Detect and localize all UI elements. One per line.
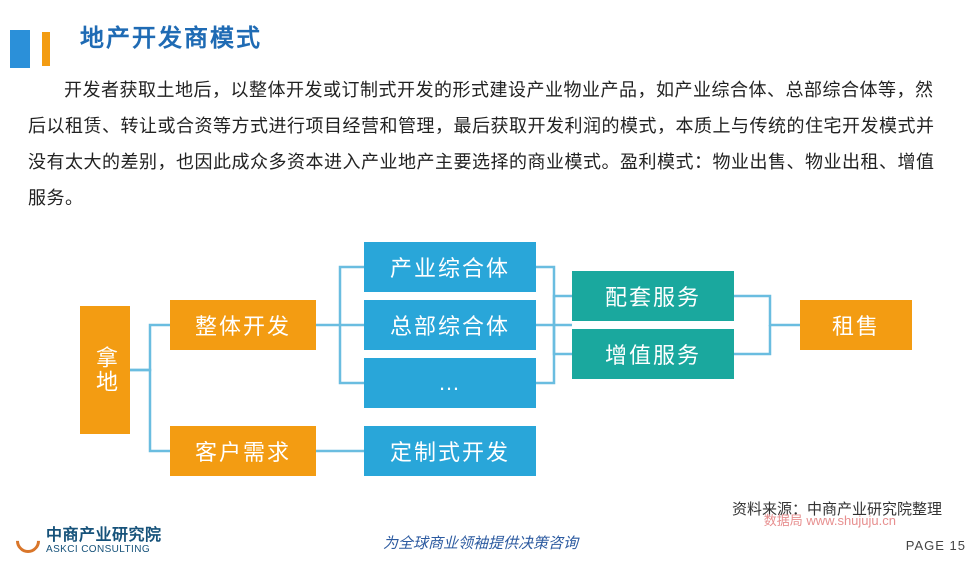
page-number: 15 xyxy=(950,538,966,553)
node-hq_complex: 总部综合体 xyxy=(364,300,536,350)
connector-1 xyxy=(130,370,170,451)
connector-0 xyxy=(130,325,170,370)
footer-pagenum: PAGE 15 xyxy=(906,538,966,553)
footer-tagline: 为全球商业领袖提供决策咨询 xyxy=(383,532,578,553)
node-support: 配套服务 xyxy=(572,271,734,321)
node-valueadd: 增值服务 xyxy=(572,329,734,379)
footer-brand: 中商产业研究院 ASKCI CONSULTING xyxy=(16,528,162,555)
connector-8 xyxy=(536,325,554,383)
connector-9 xyxy=(554,296,572,325)
orange-bar xyxy=(42,32,50,66)
node-ind_complex: 产业综合体 xyxy=(364,242,536,292)
blue-block xyxy=(10,30,30,68)
footer: 中商产业研究院 ASKCI CONSULTING 为全球商业领袖提供决策咨询 数… xyxy=(0,517,976,557)
footer-watermark: 数据局 www.shujuju.cn xyxy=(764,510,896,529)
page-title: 地产开发商模式 xyxy=(80,18,262,53)
page-label: PAGE xyxy=(906,538,945,553)
brand-name-en: ASKCI CONSULTING xyxy=(46,545,162,556)
connector-12 xyxy=(734,325,770,354)
connector-11 xyxy=(734,296,800,325)
node-cust_demand: 客户需求 xyxy=(170,426,316,476)
node-custom_dev: 定制式开发 xyxy=(364,426,536,476)
node-land: 拿地 xyxy=(80,306,130,434)
connector-3 xyxy=(340,267,364,325)
brand-text: 中商产业研究院 ASKCI CONSULTING xyxy=(46,528,162,555)
brand-logo-icon xyxy=(11,524,45,558)
node-ellipsis: … xyxy=(364,358,536,408)
body-paragraph: 开发者获取土地后，以整体开发或订制式开发的形式建设产业物业产品，如产业综合体、总… xyxy=(28,72,948,216)
connector-10 xyxy=(554,325,572,354)
flow-diagram: 拿地整体开发客户需求 产业综合体总部综合体 … 定制式开发 配套服务增值服务 租售 xyxy=(60,242,920,482)
node-whole_dev: 整体开发 xyxy=(170,300,316,350)
brand-name-cn: 中商产业研究院 xyxy=(46,528,162,545)
connector-4 xyxy=(340,325,364,383)
node-rentsale: 租售 xyxy=(800,300,912,350)
